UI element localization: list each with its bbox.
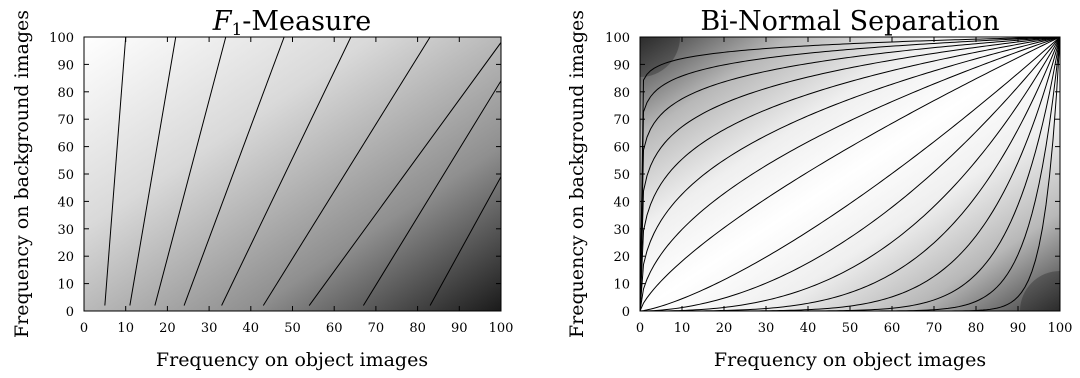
bns-corner-shade xyxy=(640,37,680,77)
bns-corner-shade xyxy=(1020,271,1060,311)
bns-contour-lower xyxy=(640,37,1060,311)
f1-x-tick-label: 10 xyxy=(117,321,134,336)
f1-contour-line xyxy=(308,42,501,306)
f1-chart: F1-Measure 0 10 20 30 40 50 60 70 80 90 100 0 10 20 3… xyxy=(11,6,513,371)
bns-y-ticks: 0 10 20 30 40 50 60 70 80 90 100 xyxy=(605,31,1060,320)
f1-x-tick-label: 40 xyxy=(243,321,260,336)
bns-x-tick-label: 10 xyxy=(674,321,691,336)
bns-x-tick-label: 0 xyxy=(636,321,644,336)
f1-y-tick-label: 70 xyxy=(57,113,74,128)
f1-contour-line xyxy=(262,37,431,306)
bns-y-tick-label: 90 xyxy=(613,58,630,73)
f1-x-tick-label: 0 xyxy=(80,321,88,336)
bns-y-tick-label: 100 xyxy=(605,31,630,46)
f1-x-tick-label: 80 xyxy=(409,321,426,336)
bns-contour-lower xyxy=(640,37,1060,311)
bns-x-axis-label: Frequency on object images xyxy=(714,349,986,371)
f1-x-tick-label: 70 xyxy=(368,321,385,336)
bns-y-tick-label: 70 xyxy=(613,113,630,128)
bns-y-tick-label: 60 xyxy=(613,141,630,156)
f1-title: F1-Measure xyxy=(212,6,372,40)
f1-contours xyxy=(104,37,501,306)
f1-contour-line xyxy=(183,37,285,306)
bns-x-tick-label: 70 xyxy=(926,321,943,336)
bns-x-tick-label: 100 xyxy=(1048,321,1073,336)
f1-y-axis-label: Frequency on background images xyxy=(11,10,33,338)
f1-x-axis-label: Frequency on object images xyxy=(156,349,428,371)
f1-y-tick-label: 10 xyxy=(57,278,74,293)
f1-contour-line xyxy=(154,37,227,306)
bns-y-tick-label: 10 xyxy=(613,278,630,293)
f1-x-tick-label: 20 xyxy=(159,321,176,336)
f1-y-ticks: 0 10 20 30 40 50 60 70 80 90 100 xyxy=(49,31,501,320)
bns-y-axis-label: Frequency on background images xyxy=(566,10,588,338)
f1-y-tick-label: 50 xyxy=(57,168,74,183)
bns-contour-upper xyxy=(640,37,1060,311)
bns-x-tick-label: 60 xyxy=(884,321,901,336)
f1-contour-line xyxy=(362,80,501,306)
bns-x-ticks: 0 10 20 30 40 50 60 70 80 90 100 xyxy=(636,37,1073,336)
bns-y-tick-label: 30 xyxy=(613,223,630,238)
f1-heatmap xyxy=(84,37,501,311)
f1-x-tick-label: 50 xyxy=(284,321,301,336)
bns-contour-upper xyxy=(640,37,1060,311)
bns-y-tick-label: 40 xyxy=(613,195,630,210)
bns-x-tick-label: 50 xyxy=(842,321,859,336)
bns-contour-upper xyxy=(640,37,1060,311)
f1-y-tick-label: 0 xyxy=(66,305,74,320)
bns-heatmap xyxy=(640,37,1060,311)
bns-x-tick-label: 30 xyxy=(758,321,775,336)
f1-x-tick-label: 60 xyxy=(326,321,343,336)
f1-y-tick-label: 40 xyxy=(57,195,74,210)
bns-contour-upper xyxy=(640,37,1060,311)
f1-y-tick-label: 30 xyxy=(57,223,74,238)
f1-contour-line xyxy=(429,176,501,306)
f1-x-tick-label: 90 xyxy=(451,321,468,336)
bns-y-tick-label: 0 xyxy=(622,305,630,320)
f1-x-ticks: 0 10 20 30 40 50 60 70 80 90 100 xyxy=(80,37,514,336)
bns-y-tick-label: 80 xyxy=(613,86,630,101)
bns-x-tick-label: 80 xyxy=(968,321,985,336)
bns-contour-upper xyxy=(640,37,1060,311)
f1-x-tick-label: 30 xyxy=(201,321,218,336)
f1-title-f: F xyxy=(212,6,233,37)
f1-x-tick-label: 100 xyxy=(489,321,514,336)
bns-chart: Bi-Normal Separation 0 10 20 30 40 50 60 70 80 90… xyxy=(566,6,1073,371)
bns-contour-lower xyxy=(640,37,1060,311)
bns-contour-upper xyxy=(640,37,1060,311)
bns-y-tick-label: 20 xyxy=(613,250,630,265)
f1-y-tick-label: 60 xyxy=(57,141,74,156)
f1-contour-line xyxy=(129,37,177,306)
bns-x-tick-label: 20 xyxy=(716,321,733,336)
bns-contour-upper xyxy=(640,37,1060,311)
bns-x-tick-label: 90 xyxy=(1010,321,1027,336)
f1-y-tick-label: 90 xyxy=(57,58,74,73)
f1-contour-line xyxy=(104,37,127,306)
bns-title: Bi-Normal Separation xyxy=(700,6,999,37)
f1-title-subscript: 1 xyxy=(231,20,242,40)
bns-contour-lower xyxy=(640,37,1060,311)
bns-x-tick-label: 40 xyxy=(800,321,817,336)
f1-y-tick-label: 80 xyxy=(57,86,74,101)
f1-y-tick-label: 100 xyxy=(49,31,74,46)
f1-contour-line xyxy=(221,37,352,306)
f1-title-suffix: -Measure xyxy=(242,6,371,37)
f1-y-tick-label: 20 xyxy=(57,250,74,265)
bns-contour-upper xyxy=(640,37,1060,311)
bns-y-tick-label: 50 xyxy=(613,168,630,183)
